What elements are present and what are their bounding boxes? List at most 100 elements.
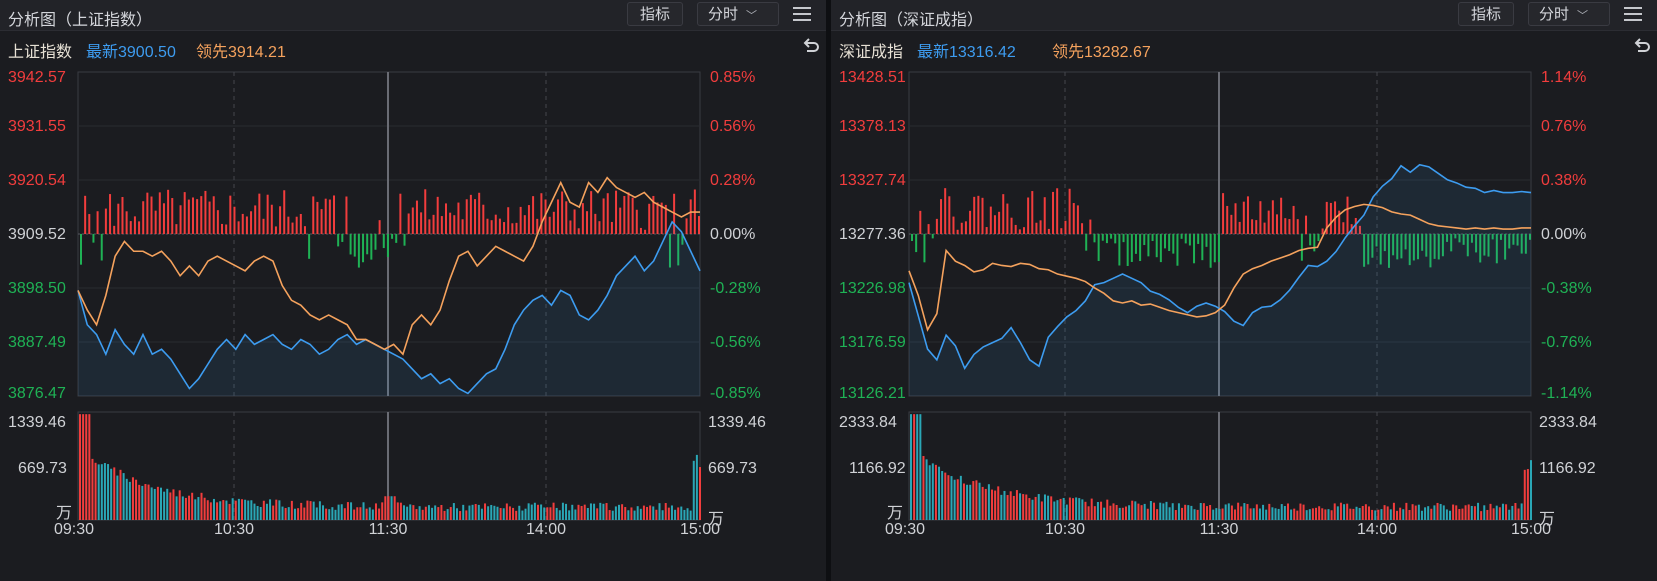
diff-bar xyxy=(1512,234,1515,245)
indicator-button[interactable]: 指标 xyxy=(627,2,683,26)
diff-bar xyxy=(299,213,302,234)
volume-bar xyxy=(418,506,421,520)
volume-bar xyxy=(216,502,219,520)
volume-bar xyxy=(502,508,505,520)
volume-bar xyxy=(1171,503,1174,520)
diff-bar xyxy=(598,221,601,234)
diff-bar xyxy=(411,207,414,234)
price-tick-label: 3920.54 xyxy=(8,172,66,189)
diff-bar xyxy=(1392,234,1395,256)
volume-bar xyxy=(1262,504,1265,520)
volume-bar xyxy=(371,509,374,520)
volume-bar xyxy=(378,508,381,520)
volume-bar xyxy=(652,506,655,520)
diff-bar xyxy=(469,194,472,234)
volume-bar xyxy=(565,503,568,520)
volume-bar xyxy=(219,501,222,520)
volume-bar xyxy=(1143,503,1146,520)
pct-tick-label: -0.38% xyxy=(1541,280,1592,297)
diff-bar xyxy=(1101,234,1104,241)
undo-icon[interactable] xyxy=(802,37,820,55)
diff-bar xyxy=(1193,234,1196,264)
diff-bar xyxy=(465,199,468,234)
intraday-chart[interactable]: 3942.57 3931.55 3920.54 3909.52 3898.50 3887.… xyxy=(0,62,826,581)
lead-value: 领先3914.21 xyxy=(196,44,286,61)
diff-bar xyxy=(548,216,551,234)
undo-icon[interactable] xyxy=(1633,37,1651,55)
volume-bar xyxy=(406,506,409,520)
price-tick-label: 13378.13 xyxy=(839,118,906,135)
volume-bar xyxy=(449,507,452,520)
volume-tick-label: 1166.92 xyxy=(849,460,906,477)
volume-bar xyxy=(1075,497,1078,520)
volume-bar xyxy=(505,503,508,520)
volume-bar xyxy=(1012,495,1015,520)
diff-bar xyxy=(1429,234,1432,268)
diff-bar xyxy=(270,204,273,234)
diff-bar xyxy=(511,223,514,234)
menu-icon[interactable] xyxy=(1624,7,1642,22)
diff-bar xyxy=(1433,234,1436,259)
volume-bar xyxy=(1115,504,1118,520)
diff-bar xyxy=(911,234,913,241)
volume-bar xyxy=(340,504,343,520)
period-dropdown[interactable]: 分时 ﹀ xyxy=(697,2,779,26)
volume-bar xyxy=(1333,503,1336,520)
volume-bar xyxy=(991,489,994,520)
diff-bar xyxy=(245,216,248,234)
volume-bar xyxy=(549,507,552,520)
diff-bar xyxy=(291,222,294,234)
diff-bar xyxy=(179,205,182,234)
diff-bar xyxy=(1022,227,1025,234)
diff-bar xyxy=(1230,214,1233,234)
volume-bar xyxy=(222,500,225,520)
indicator-button[interactable]: 指标 xyxy=(1458,2,1514,26)
volume-bar xyxy=(649,505,652,520)
volume-bar xyxy=(1003,490,1006,520)
diff-bar xyxy=(565,201,568,234)
diff-bar xyxy=(378,220,381,234)
chevron-down-icon: ﹀ xyxy=(746,10,758,22)
diff-bar xyxy=(424,189,427,234)
volume-bar xyxy=(962,483,965,520)
volume-bar xyxy=(1514,503,1517,520)
period-dropdown[interactable]: 分时 ﹀ xyxy=(1528,2,1610,26)
period-label: 分时 xyxy=(708,6,739,23)
volume-tick-label: 669.73 xyxy=(18,460,67,477)
diff-bar xyxy=(594,213,597,234)
diff-bar xyxy=(1275,214,1278,234)
volume-bar xyxy=(614,506,617,520)
diff-bar xyxy=(258,193,261,234)
time-label: 15:00 xyxy=(1511,521,1551,538)
volume-tick-label: 1166.92 xyxy=(1539,460,1596,477)
volume-bar xyxy=(1389,509,1392,520)
volume-bar xyxy=(1062,497,1065,520)
volume-bar xyxy=(1153,502,1156,520)
volume-bar xyxy=(474,504,477,520)
panel-toolbar: 分析图（上证指数） 指标 分时 ﹀ xyxy=(0,0,826,31)
intraday-chart[interactable]: 13428.51 13378.13 13327.74 13277.36 13226.98… xyxy=(831,62,1657,581)
volume-bar xyxy=(984,488,987,520)
volume-bar xyxy=(1112,503,1115,520)
volume-bar xyxy=(997,486,1000,520)
volume-bar xyxy=(1283,506,1286,520)
diff-bar xyxy=(590,191,593,234)
menu-icon[interactable] xyxy=(793,7,811,22)
panel-divider[interactable] xyxy=(826,0,831,581)
volume-bar xyxy=(1034,496,1037,520)
diff-bar xyxy=(1417,234,1420,260)
volume-bar xyxy=(362,502,365,520)
volume-bar xyxy=(627,510,630,520)
volume-bar xyxy=(490,504,493,520)
volume-bar xyxy=(624,507,627,520)
volume-bar xyxy=(203,497,206,520)
pct-tick-label: 1.14% xyxy=(1541,69,1586,86)
volume-bar xyxy=(1184,504,1187,520)
diff-bar xyxy=(1475,234,1478,253)
volume-bar xyxy=(552,502,555,520)
diff-bar xyxy=(1047,228,1050,234)
diff-bar xyxy=(1205,234,1208,247)
volume-bar xyxy=(1277,508,1280,520)
diff-bar xyxy=(366,234,369,255)
diff-bar xyxy=(353,234,356,257)
